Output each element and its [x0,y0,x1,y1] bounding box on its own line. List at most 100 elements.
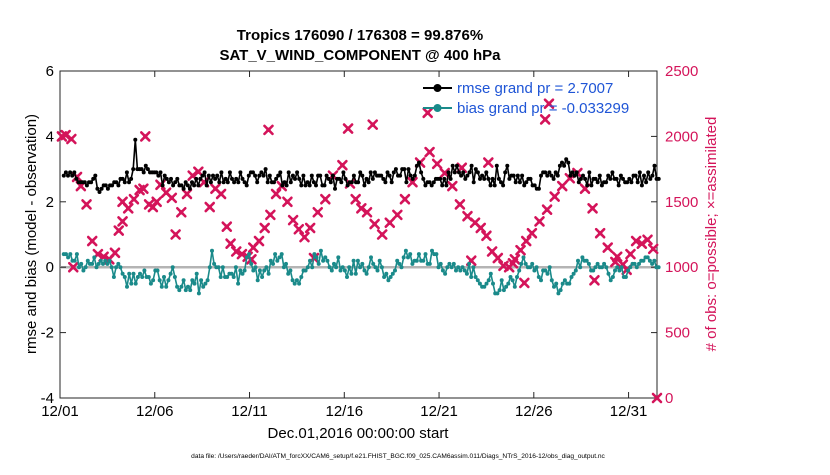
bias-point [286,271,291,276]
rmse-point [429,183,434,188]
bias-point [120,271,125,276]
bias-point [155,268,160,273]
bias-point [321,258,326,263]
rmse-point [213,176,218,181]
bias-point [617,268,622,273]
rmse-point [471,180,476,185]
rmse-point [448,176,453,181]
bias-point [517,268,522,273]
rmse-point [557,163,562,168]
rmse-point [309,173,314,178]
rmse-point [322,183,327,188]
rmse-point [129,176,134,181]
rmse-point [576,180,581,185]
rmse-point [127,180,131,185]
y-left-tick-label: -2 [41,325,54,342]
bias-point [456,265,461,270]
y-left-tick-label: 6 [46,63,54,80]
legend-marker [433,104,442,112]
rmse-point [442,176,447,181]
rmse-point [274,176,279,181]
rmse-point [536,186,541,191]
bias-point [530,261,535,266]
bias-point [142,268,147,273]
bias-point [140,275,145,279]
obs-marker-core [501,263,506,269]
obs-marker-core [353,196,358,202]
rmse-point [484,170,489,175]
rmse-point [501,183,506,188]
rmse-point [574,170,579,175]
obs-marker-core [273,191,279,197]
rmse-point [459,173,464,178]
rmse-point [97,190,102,194]
obs-marker-core [370,122,375,127]
bias-point [558,288,563,293]
rmse-point [585,183,590,188]
obs-marker-core [307,225,313,231]
bias-point [164,284,169,289]
rmse-point [581,173,585,178]
bias-point [604,265,609,270]
bias-point [393,268,397,273]
rmse-point [406,167,411,172]
bias-point [449,265,454,270]
bias-point [467,261,472,266]
bias-point [652,258,657,263]
rmse-point [522,183,527,188]
rmse-point [507,176,512,181]
bias-point [138,271,142,276]
bias-point [416,252,421,257]
rmse-point [496,176,501,181]
bias-point [316,261,321,266]
rmse-point [452,170,457,175]
rmse-point [215,173,220,178]
obs-marker-core [592,278,597,283]
rmse-point [438,176,443,181]
bias-point [377,258,382,263]
obs-marker-core [387,220,392,225]
bias-point [440,268,445,273]
bias-point [458,268,463,273]
rmse-point [70,173,75,178]
rmse-point [532,183,537,188]
rmse-point [629,180,634,185]
rmse-point [566,160,571,165]
bias-point [288,268,293,273]
y-left-tick-label: -4 [41,390,54,407]
rmse-point [393,167,398,172]
chart-title: Tropics 176090 / 176308 = 99.876% [237,27,483,44]
x-tick-label: 12/16 [326,403,364,420]
bias-point [615,265,620,270]
bias-point [81,268,86,273]
rmse-point [154,170,159,175]
legend: rmse grand pr = 2.7007 bias grand pr = -0… [423,80,629,117]
bias-point [569,275,574,279]
bias-point [373,265,378,270]
rmse-point [93,173,98,178]
rmse-point [232,180,237,185]
rmse-point [463,176,468,181]
rmse-point [124,170,129,175]
chart-subtitle: SAT_V_WIND_COMPONENT @ 400 hPa [219,47,501,64]
rmse-point [362,183,367,188]
rmse-point [238,170,243,175]
bias-point [162,275,166,279]
bias-point [297,281,302,286]
y-left-tick-label: 4 [46,128,54,145]
rmse-point [105,186,110,191]
obs-marker-core [116,228,121,233]
rmse-point [402,167,407,172]
obs-marker-core [323,196,328,202]
rmse-point [198,176,203,181]
rmse-point [553,170,558,175]
y-right-tick-label: 2500 [665,63,698,80]
rmse-point [265,180,270,185]
obs-marker-core [529,230,535,236]
rmse-point [133,137,138,142]
obs-marker-core [560,183,565,189]
bias-point [225,275,230,279]
obs-marker-core [434,161,440,167]
obs-marker-core [465,213,470,219]
